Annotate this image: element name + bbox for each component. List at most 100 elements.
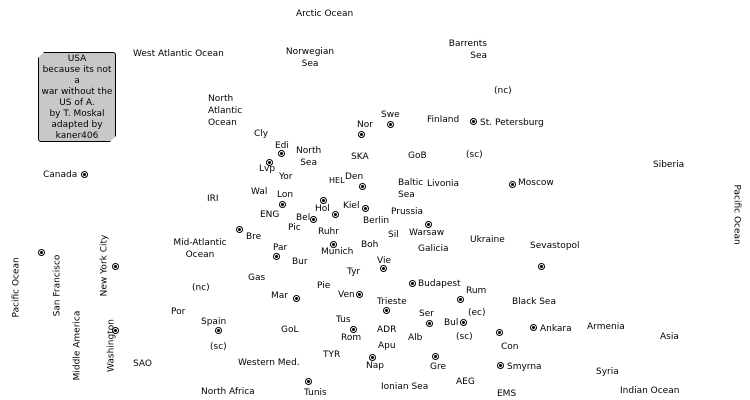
supply-center-ser[interactable] xyxy=(426,320,433,327)
label-kiel: Kiel xyxy=(343,201,360,211)
supply-center-lvp[interactable] xyxy=(266,159,273,166)
label-ser: Ser xyxy=(419,309,434,319)
label-indian-ocean: Indian Ocean xyxy=(620,386,680,396)
label-galicia: Galicia xyxy=(418,244,449,254)
supply-center-lon[interactable] xyxy=(279,201,286,208)
supply-center-tunis[interactable] xyxy=(305,378,312,385)
label-st-petersburg: St. Petersburg xyxy=(480,118,544,128)
supply-center-rom[interactable] xyxy=(350,326,357,333)
supply-center-bul[interactable] xyxy=(460,319,467,326)
supply-center-bre[interactable] xyxy=(236,226,243,233)
label-spain: Spain xyxy=(201,317,227,327)
label-bur: Bur xyxy=(292,257,308,267)
supply-center-new-york-city[interactable] xyxy=(112,263,119,270)
label-warsaw: Warsaw xyxy=(409,228,445,238)
supply-center-bel[interactable] xyxy=(310,216,317,223)
label-canada: Canada xyxy=(43,170,78,180)
label-rum: Rum xyxy=(466,286,487,296)
label-gre: Gre xyxy=(430,362,447,372)
supply-center-nap[interactable] xyxy=(369,354,376,361)
supply-center-ven[interactable] xyxy=(356,291,363,298)
label-finland: Finland xyxy=(427,115,460,125)
supply-center-ankara[interactable] xyxy=(530,324,537,331)
supply-center-mar[interactable] xyxy=(293,295,300,302)
supply-center-spain[interactable] xyxy=(215,327,222,334)
label-nc-spain: (nc) xyxy=(192,283,210,293)
label-iri: IRI xyxy=(207,194,219,204)
label-ankara: Ankara xyxy=(540,324,572,334)
label-par: Par xyxy=(273,243,288,253)
label-barrents-sea: Barrents Sea xyxy=(448,39,487,61)
label-north-africa: North Africa xyxy=(201,387,255,397)
label-tunis: Tunis xyxy=(304,388,327,398)
supply-center-hol[interactable] xyxy=(320,197,327,204)
label-ems: EMS xyxy=(497,389,517,399)
label-hel: HEL xyxy=(329,176,345,185)
title-line: US of A. xyxy=(59,98,95,108)
supply-center-gre[interactable] xyxy=(432,353,439,360)
supply-center-munich[interactable] xyxy=(330,241,337,248)
label-san-francisco: San Francisco xyxy=(52,254,63,317)
label-edi: Edi xyxy=(275,141,289,151)
label-trieste: Trieste xyxy=(377,297,407,307)
label-nap: Nap xyxy=(366,361,384,371)
supply-center-rum[interactable] xyxy=(457,296,464,303)
label-smyrna: Smyrna xyxy=(507,362,542,372)
label-rom: Rom xyxy=(341,333,362,343)
supply-center-con[interactable] xyxy=(496,329,503,336)
label-armenia: Armenia xyxy=(587,322,625,332)
supply-center-swe[interactable] xyxy=(387,121,394,128)
title-line: USA xyxy=(67,54,87,64)
supply-center-par[interactable] xyxy=(273,253,280,260)
label-gol: GoL xyxy=(281,325,299,335)
label-tus: Tus xyxy=(336,315,351,325)
supply-center-washington[interactable] xyxy=(112,327,119,334)
label-ven: Ven xyxy=(338,290,355,300)
label-pic: Pic xyxy=(288,223,301,233)
supply-center-den[interactable] xyxy=(359,183,366,190)
label-berlin: Berlin xyxy=(363,216,390,226)
supply-center-sevastopol[interactable] xyxy=(538,263,545,270)
label-yor: Yor xyxy=(279,172,293,182)
label-swe: Swe xyxy=(381,110,400,120)
label-apu: Apu xyxy=(378,341,396,351)
label-tyr-sea: TYR xyxy=(323,350,341,360)
map-title-box: USA because its not a war without the US… xyxy=(38,52,116,142)
label-siberia: Siberia xyxy=(653,160,685,170)
supply-center-vie[interactable] xyxy=(380,265,387,272)
supply-center-nor[interactable] xyxy=(358,131,365,138)
label-mar: Mar xyxy=(271,291,288,301)
label-sao: SAO xyxy=(133,359,152,369)
label-wal: Wal xyxy=(251,187,268,197)
title-line: kaner406 xyxy=(55,131,99,141)
supply-center-budapest[interactable] xyxy=(409,280,416,287)
label-ruhr: Ruhr xyxy=(318,227,339,237)
label-sevastopol: Sevastopol xyxy=(530,241,580,251)
label-black-sea: Black Sea xyxy=(512,297,556,307)
supply-center-st-petersburg[interactable] xyxy=(470,118,477,125)
label-ukraine: Ukraine xyxy=(470,235,505,245)
label-den: Den xyxy=(345,172,364,182)
supply-center-kiel[interactable] xyxy=(332,211,339,218)
label-prussia: Prussia xyxy=(391,207,424,217)
label-adr: ADR xyxy=(377,325,397,335)
label-munich: Munich xyxy=(321,247,354,257)
supply-center-berlin[interactable] xyxy=(362,205,369,212)
supply-center-canada[interactable] xyxy=(81,171,88,178)
label-boh: Boh xyxy=(361,240,379,250)
label-moscow: Moscow xyxy=(518,178,554,188)
label-aeg: AEG xyxy=(456,377,475,387)
label-north-atlantic-ocean: North Atlantic Ocean xyxy=(208,94,243,128)
supply-center-edi[interactable] xyxy=(278,150,285,157)
supply-center-san-francisco[interactable] xyxy=(38,249,45,256)
label-sc-bul: (sc) xyxy=(456,332,473,342)
label-arctic-ocean: Arctic Ocean xyxy=(296,9,354,19)
supply-center-moscow[interactable] xyxy=(509,181,516,188)
supply-center-smyrna[interactable] xyxy=(497,362,504,369)
supply-center-warsaw[interactable] xyxy=(425,221,432,228)
label-bel: Bel xyxy=(296,213,311,223)
supply-center-trieste[interactable] xyxy=(383,307,390,314)
label-nc-north: (nc) xyxy=(494,86,512,96)
label-syria: Syria xyxy=(596,367,619,377)
